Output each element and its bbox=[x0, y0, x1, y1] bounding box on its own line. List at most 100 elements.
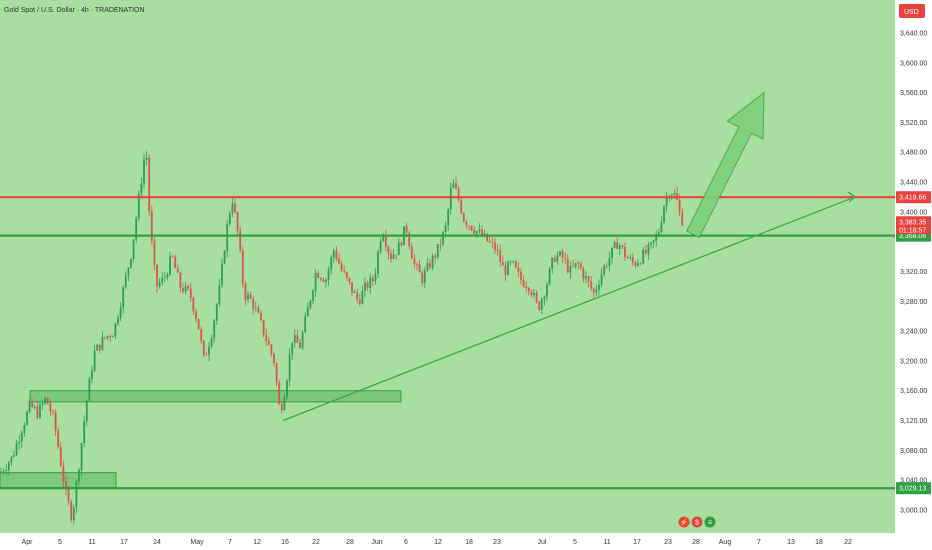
candle-body bbox=[564, 257, 567, 260]
candle-body bbox=[239, 230, 242, 251]
candle-body bbox=[187, 285, 190, 289]
candle-body bbox=[0, 471, 2, 473]
candle-body bbox=[460, 199, 463, 214]
candle-body bbox=[624, 246, 626, 258]
candle-body bbox=[184, 285, 187, 292]
candle-body bbox=[332, 250, 335, 258]
candle-body bbox=[28, 400, 31, 412]
candle-body bbox=[234, 203, 236, 213]
current-price-label: 3,383.35 bbox=[899, 219, 926, 226]
candle-body bbox=[291, 342, 294, 355]
candle-body bbox=[124, 275, 127, 288]
candle-body bbox=[587, 276, 590, 282]
candle-body bbox=[265, 334, 268, 341]
candle-body bbox=[611, 247, 613, 259]
x-tick-label: 5 bbox=[58, 539, 62, 546]
candle-body bbox=[192, 297, 195, 312]
x-tick-label: 12 bbox=[253, 539, 261, 546]
candle-body bbox=[452, 183, 455, 188]
candle-body bbox=[423, 270, 426, 283]
candle-body bbox=[215, 304, 218, 321]
candle-body bbox=[98, 344, 101, 350]
event-marker-icon[interactable] bbox=[691, 516, 703, 528]
candle-body bbox=[54, 412, 57, 431]
candle-body bbox=[226, 224, 229, 252]
candle-body bbox=[221, 263, 223, 286]
candle-body bbox=[148, 157, 151, 212]
candle-body bbox=[15, 443, 18, 455]
candle-body bbox=[241, 250, 244, 284]
candle-body bbox=[163, 277, 166, 279]
event-marker-icon[interactable] bbox=[678, 516, 690, 528]
candle-body bbox=[150, 211, 153, 242]
candle-body bbox=[379, 240, 382, 252]
candle-body bbox=[358, 299, 361, 304]
candle-body bbox=[600, 273, 603, 285]
candle-body bbox=[468, 225, 470, 227]
x-tick-label: 7 bbox=[228, 539, 232, 546]
y-tick-label: 3,560.00 bbox=[900, 90, 927, 97]
candle-body bbox=[143, 159, 145, 184]
y-tick-label: 3,120.00 bbox=[900, 418, 927, 425]
candle-body bbox=[26, 411, 28, 425]
candle-body bbox=[252, 298, 255, 309]
candle-body bbox=[481, 229, 483, 237]
candle-body bbox=[439, 244, 442, 245]
candle-body bbox=[496, 249, 499, 251]
candle-body bbox=[46, 397, 49, 404]
event-marker-icon[interactable] bbox=[704, 516, 716, 528]
candle-body bbox=[197, 319, 200, 330]
candle-body bbox=[93, 350, 96, 371]
candle-body bbox=[343, 270, 346, 273]
trendline-arrowhead bbox=[847, 191, 857, 203]
candle-body bbox=[520, 271, 522, 281]
candle-body bbox=[101, 336, 104, 350]
low-support-price-label: 3,029.13 bbox=[899, 486, 926, 493]
y-tick-label: 3,080.00 bbox=[900, 448, 927, 455]
candle-body bbox=[616, 242, 619, 249]
candle-body bbox=[400, 242, 403, 246]
y-tick-label: 3,400.00 bbox=[900, 209, 927, 216]
candle-body bbox=[621, 245, 624, 247]
candle-body bbox=[644, 249, 647, 254]
y-tick-label: 3,320.00 bbox=[900, 269, 927, 276]
currency-badge[interactable] bbox=[899, 4, 925, 18]
candle-body bbox=[590, 281, 593, 289]
candle-body bbox=[457, 188, 460, 200]
candle-body bbox=[202, 340, 205, 355]
x-tick-label: 5 bbox=[573, 539, 577, 546]
candle-body bbox=[361, 290, 364, 304]
candle-body bbox=[327, 269, 330, 280]
candle-body bbox=[161, 277, 164, 283]
candle-body bbox=[210, 338, 213, 347]
candle-body bbox=[111, 336, 114, 338]
candle-body bbox=[249, 294, 252, 299]
candle-body bbox=[507, 261, 509, 275]
candle-body bbox=[478, 229, 481, 232]
candle-body bbox=[436, 244, 439, 258]
time-axis-background bbox=[0, 533, 895, 550]
y-tick-label: 3,000.00 bbox=[900, 507, 927, 514]
candle-body bbox=[127, 267, 130, 276]
candle-body bbox=[678, 199, 681, 213]
candle-body bbox=[137, 193, 140, 219]
candle-body bbox=[650, 242, 652, 245]
candle-body bbox=[72, 507, 75, 521]
candle-body bbox=[387, 246, 390, 254]
candle-body bbox=[104, 336, 106, 338]
candle-body bbox=[119, 307, 122, 318]
candle-body bbox=[551, 257, 554, 269]
candle-body bbox=[10, 456, 13, 463]
y-tick-label: 3,200.00 bbox=[900, 358, 927, 365]
candle-body bbox=[13, 454, 15, 457]
candle-body bbox=[44, 397, 47, 404]
candle-body bbox=[247, 294, 249, 300]
candle-body bbox=[595, 289, 598, 293]
candle-body bbox=[208, 346, 210, 356]
candle-body bbox=[78, 470, 80, 482]
x-tick-label: 24 bbox=[153, 539, 161, 546]
candle-body bbox=[413, 258, 416, 264]
candle-body bbox=[260, 312, 262, 320]
candle-body bbox=[345, 272, 348, 278]
